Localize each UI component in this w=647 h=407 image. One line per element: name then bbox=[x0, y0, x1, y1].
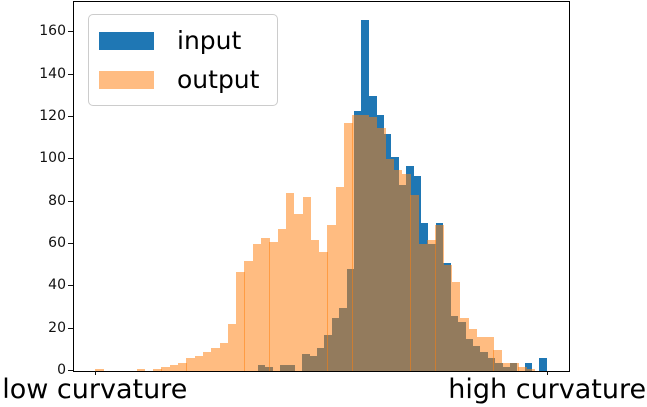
output-bar bbox=[302, 197, 312, 371]
output-bar bbox=[95, 368, 104, 371]
histogram-bars-layer bbox=[74, 2, 569, 371]
output-bar bbox=[202, 351, 212, 371]
y-tick-mark bbox=[68, 242, 73, 244]
y-tick-label: 40 bbox=[48, 277, 66, 294]
output-bar bbox=[335, 186, 345, 371]
output-bar bbox=[368, 116, 378, 371]
output-bar bbox=[310, 239, 320, 371]
output-bar bbox=[402, 174, 411, 371]
output-bar bbox=[385, 159, 395, 371]
output-bar bbox=[136, 368, 146, 371]
output-bar bbox=[460, 318, 469, 371]
output-bar bbox=[153, 368, 162, 371]
output-bar bbox=[227, 324, 237, 371]
legend: input output bbox=[88, 14, 278, 106]
y-tick-mark bbox=[68, 200, 73, 202]
y-tick-mark bbox=[68, 285, 73, 287]
output-bar bbox=[285, 193, 295, 371]
output-bar bbox=[269, 241, 278, 371]
output-bar bbox=[393, 169, 403, 371]
y-tick-mark bbox=[68, 115, 73, 117]
input-bar bbox=[539, 358, 548, 371]
output-bar bbox=[501, 362, 511, 371]
x-tick-label: high curvature bbox=[448, 374, 647, 405]
input-bar bbox=[524, 362, 533, 371]
y-tick-mark bbox=[68, 158, 73, 160]
output-bar bbox=[352, 114, 361, 371]
legend-label-input: input bbox=[177, 25, 242, 55]
output-bar bbox=[211, 347, 220, 371]
output-bar bbox=[252, 243, 262, 371]
y-tick-label: 0 bbox=[57, 362, 66, 378]
output-bar bbox=[518, 366, 527, 371]
output-bar bbox=[161, 366, 170, 371]
output-bar bbox=[360, 114, 370, 371]
y-tick-label: 80 bbox=[48, 192, 66, 209]
output-bar bbox=[186, 358, 195, 371]
output-bar bbox=[219, 343, 229, 371]
output-bar bbox=[344, 123, 353, 371]
y-tick-label: 140 bbox=[39, 65, 66, 82]
output-bar bbox=[510, 362, 519, 371]
plot-area bbox=[73, 1, 570, 372]
y-tick-mark bbox=[68, 327, 73, 329]
input-color-patch bbox=[99, 31, 154, 50]
y-tick-label: 20 bbox=[48, 319, 66, 336]
output-bar bbox=[493, 349, 502, 371]
y-tick-label: 160 bbox=[39, 23, 66, 40]
output-bar bbox=[327, 224, 336, 371]
output-bar bbox=[194, 356, 204, 371]
legend-item-input: input bbox=[99, 25, 277, 57]
output-color-patch bbox=[99, 70, 154, 89]
y-tick-label: 60 bbox=[48, 234, 66, 251]
output-bar bbox=[261, 237, 270, 371]
output-bar bbox=[427, 239, 436, 371]
output-bar bbox=[178, 362, 187, 371]
y-tick-label: 100 bbox=[39, 150, 66, 167]
output-bar bbox=[377, 127, 386, 371]
y-tick-mark bbox=[68, 31, 73, 33]
output-bar bbox=[418, 243, 428, 371]
y-tick-mark bbox=[68, 73, 73, 75]
output-bar bbox=[244, 260, 253, 371]
legend-label-output: output bbox=[177, 64, 260, 94]
output-bar bbox=[410, 195, 419, 371]
y-tick-mark bbox=[68, 370, 73, 371]
output-bar bbox=[169, 364, 179, 371]
output-bar bbox=[526, 368, 536, 371]
output-bar bbox=[451, 282, 461, 371]
output-bar bbox=[485, 337, 494, 371]
y-tick-label: 120 bbox=[39, 107, 66, 124]
legend-item-output: output bbox=[99, 64, 277, 96]
output-bar bbox=[435, 224, 444, 371]
x-tick-mark bbox=[94, 371, 96, 375]
output-bar bbox=[294, 214, 303, 371]
x-tick-mark bbox=[547, 371, 549, 375]
output-bar bbox=[476, 337, 486, 371]
x-tick-label: low curvature bbox=[2, 374, 188, 405]
output-bar bbox=[277, 229, 287, 371]
output-bar bbox=[443, 265, 453, 371]
output-bar bbox=[319, 252, 328, 371]
output-bar bbox=[468, 328, 478, 371]
output-bar bbox=[236, 271, 245, 371]
